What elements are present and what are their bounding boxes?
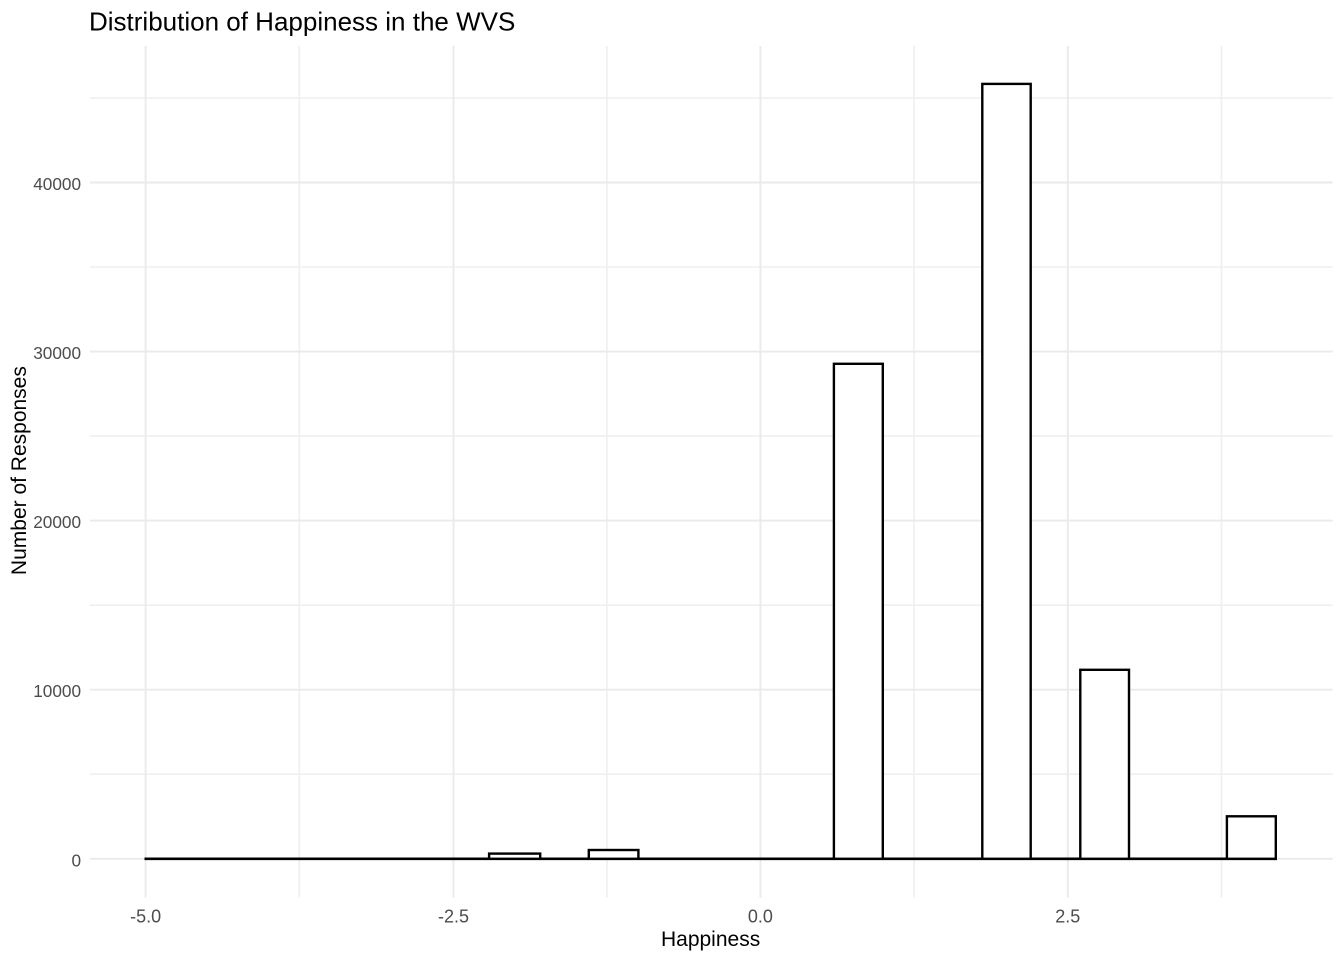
svg-text:0: 0: [71, 850, 81, 870]
svg-text:2.5: 2.5: [1055, 906, 1080, 926]
svg-text:-2.5: -2.5: [438, 906, 469, 926]
svg-text:0.0: 0.0: [748, 906, 773, 926]
svg-text:-5.0: -5.0: [130, 906, 161, 926]
svg-text:30000: 30000: [33, 343, 81, 363]
svg-text:Distribution of Happiness in t: Distribution of Happiness in the WVS: [89, 6, 515, 36]
svg-text:10000: 10000: [33, 681, 81, 701]
svg-text:Number of Responses: Number of Responses: [8, 366, 31, 575]
svg-text:40000: 40000: [33, 174, 81, 194]
svg-text:20000: 20000: [33, 512, 81, 532]
svg-text:Happiness: Happiness: [661, 928, 760, 951]
